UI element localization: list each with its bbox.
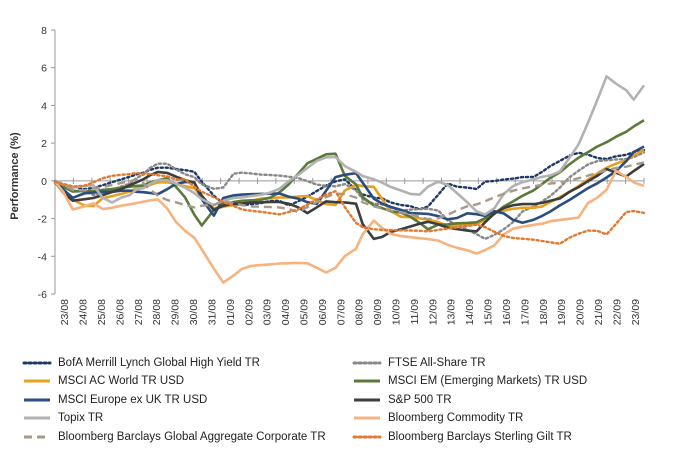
legend-swatch (24, 416, 50, 420)
x-tick-label: 26/08 (114, 299, 126, 325)
x-tick-label: 25/08 (96, 299, 108, 325)
series-layer (53, 75, 646, 284)
legend-label: Bloomberg Commodity TR (388, 412, 524, 424)
legend-swatch (22, 361, 52, 364)
series-line-5 (53, 162, 645, 241)
x-tick-label: 15/09 (483, 299, 495, 325)
x-tick-label: 09/09 (372, 299, 384, 325)
x-axis: 23/08 24/08 25/08 26/08 27/08 28/08 29/08 30/08… (54, 177, 645, 325)
legend-swatch (24, 379, 50, 383)
x-tick-label: 27/08 (133, 299, 145, 325)
legend-item: MSCI Europe ex UK TR USD (22, 391, 207, 408)
legend-item: MSCI EM (Emerging Markets) TR USD (352, 373, 587, 390)
series-line-4 (54, 145, 645, 224)
legend-item: Bloomberg Commodity TR (352, 410, 523, 427)
y-axis: -6 -4 -2 0 2 4 6 8 (38, 25, 56, 301)
x-tick-label: 05/09 (298, 299, 310, 325)
y-tick-label: 2 (41, 138, 47, 150)
x-tick-label: 29/08 (170, 299, 182, 325)
legend-swatch (352, 435, 382, 438)
legend-label: Bloomberg Barclays Sterling Gilt TR (388, 430, 572, 443)
legend-label: MSCI AC World TR USD (58, 375, 185, 387)
legend-swatch (354, 398, 380, 401)
legend-item: FTSE All-Share TR (352, 354, 486, 371)
x-tick-label: 04/09 (280, 299, 292, 325)
x-tick-label: 10/09 (391, 299, 403, 325)
legend-item: Topix TR (22, 410, 103, 427)
performance-chart: Performance (%) -6 -4 -2 0 2 4 6 8 23/08 24/08 25… (9, 25, 646, 325)
x-tick-label: 18/09 (538, 299, 550, 325)
series-line-9 (53, 171, 646, 245)
x-tick-label: 13/09 (446, 299, 458, 325)
legend-item: BofA Merrill Lynch Global High Yield TR (22, 354, 260, 371)
legend-label: S&P 500 TR (388, 393, 452, 406)
series-line-1 (53, 151, 646, 241)
legend-swatch (354, 379, 380, 383)
x-tick-label: 08/09 (354, 299, 366, 325)
x-tick-label: 19/09 (556, 299, 568, 325)
x-tick-label: 16/09 (501, 299, 513, 325)
legend-swatch (24, 435, 50, 438)
x-tick-label: 03/09 (262, 299, 274, 325)
legend-swatch (24, 398, 50, 401)
x-tick-label: 14/09 (464, 299, 476, 325)
x-tick-label: 20/09 (575, 299, 587, 325)
series-line-8 (54, 161, 645, 221)
x-tick-label: 23/09 (630, 299, 642, 325)
x-tick-label: 22/09 (611, 299, 623, 325)
legend-label: MSCI EM (Emerging Markets) TR USD (388, 375, 588, 387)
x-tick-label: 07/09 (335, 299, 347, 325)
x-tick-label: 01/09 (225, 299, 237, 325)
series-line-6 (54, 75, 646, 216)
x-tick-label: 31/08 (206, 299, 218, 325)
x-tick-label: 30/08 (188, 299, 200, 325)
x-tick-label: 11/09 (409, 299, 421, 325)
legend: BofA Merrill Lynch Global High Yield TR F… (22, 354, 672, 464)
legend-swatch (352, 361, 382, 364)
x-tick-label: 23/08 (59, 299, 71, 325)
y-axis-label: Performance (%) (9, 132, 21, 220)
x-tick-label: 17/09 (519, 299, 531, 325)
legend-label: FTSE All-Share TR (388, 356, 486, 369)
legend-item: MSCI AC World TR USD (22, 373, 184, 390)
y-tick-label: 0 (41, 176, 47, 188)
x-tick-label: 02/09 (243, 299, 255, 325)
y-tick-label: 8 (41, 25, 47, 37)
y-tick-label: 6 (41, 63, 47, 75)
legend-label: MSCI Europe ex UK TR USD (58, 393, 208, 406)
legend-label: Topix TR (58, 412, 104, 424)
legend-item: Bloomberg Barclays Global Aggregate Corp… (22, 428, 326, 445)
legend-label: BofA Merrill Lynch Global High Yield TR (58, 356, 260, 369)
legend-swatch (354, 416, 380, 420)
legend-label: Bloomberg Barclays Global Aggregate Corp… (58, 430, 326, 443)
y-tick-label: -6 (38, 289, 47, 301)
series-line-7 (53, 169, 645, 284)
x-tick-label: 21/09 (593, 299, 605, 325)
x-tick-label: 28/08 (151, 299, 163, 325)
x-tick-label: 12/09 (427, 299, 439, 325)
y-tick-label: -2 (38, 214, 47, 226)
legend-item: Bloomberg Barclays Sterling Gilt TR (352, 428, 572, 445)
legend-item: S&P 500 TR (352, 391, 452, 408)
x-tick-label: 06/09 (317, 299, 329, 325)
y-tick-label: -4 (38, 251, 47, 263)
x-tick-label: 24/08 (78, 299, 90, 325)
y-tick-label: 4 (41, 100, 47, 112)
